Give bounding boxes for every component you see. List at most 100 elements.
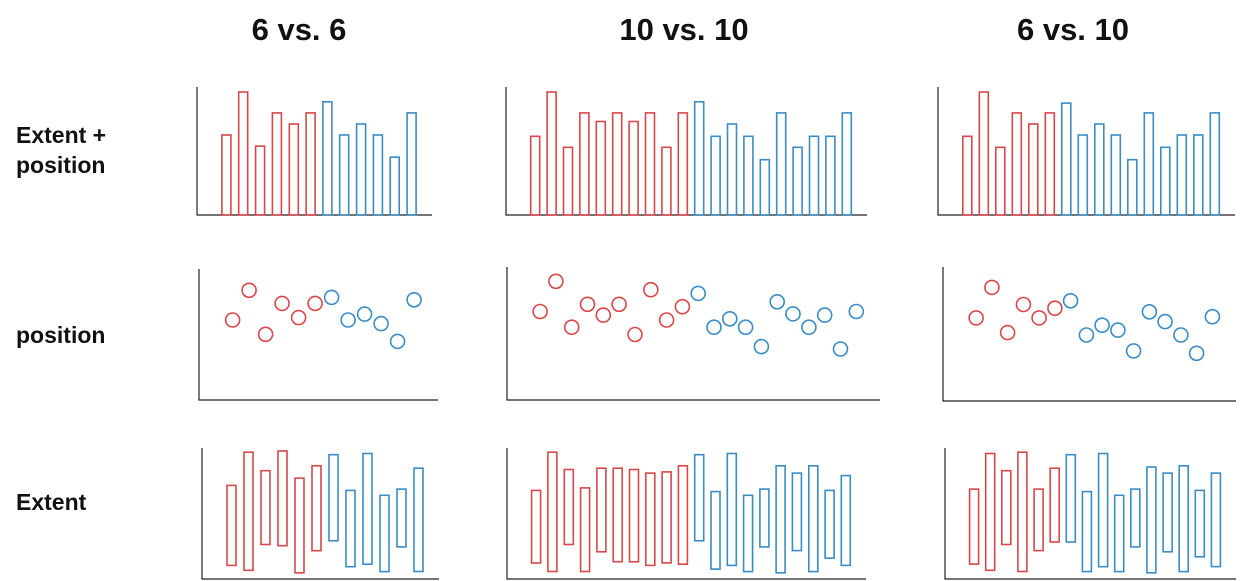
axis-line <box>506 448 866 580</box>
axis-line <box>942 267 1236 402</box>
red-dot <box>643 281 659 298</box>
blue-bar <box>406 112 417 216</box>
red-dot <box>1047 300 1063 317</box>
row-label-extent: Extent <box>16 489 87 515</box>
red-dot <box>290 309 307 326</box>
red-dot <box>257 326 274 343</box>
blue-floating-bar <box>396 488 407 548</box>
panel-floating-6vs6 <box>201 448 439 580</box>
red-bar <box>628 120 639 216</box>
red-bar <box>961 135 973 216</box>
red-dot <box>548 273 564 290</box>
axis-line <box>201 448 439 580</box>
red-floating-bar <box>1017 451 1028 573</box>
blue-bar <box>1127 158 1138 216</box>
red-dot <box>627 326 643 343</box>
blue-bar <box>825 135 836 216</box>
blue-floating-bar <box>345 489 356 568</box>
blue-bar <box>372 134 384 216</box>
red-bar <box>677 112 689 216</box>
blue-floating-bar <box>1210 472 1222 568</box>
blue-dot <box>722 310 738 327</box>
red-floating-bar <box>612 467 623 563</box>
red-floating-bar <box>547 451 558 573</box>
blue-bar <box>759 158 771 216</box>
blue-floating-bar <box>824 489 835 559</box>
red-bar <box>595 120 607 216</box>
blue-dot <box>1094 317 1110 334</box>
red-bar <box>288 123 300 216</box>
red-floating-bar <box>1049 467 1060 543</box>
red-floating-bar <box>260 469 271 546</box>
blue-floating-bar <box>379 494 390 573</box>
blue-floating-bar <box>1194 489 1206 558</box>
red-floating-bar <box>530 489 542 564</box>
blue-floating-bar <box>362 452 373 565</box>
blue-floating-bar <box>759 488 770 548</box>
blue-floating-bar <box>807 464 819 573</box>
blue-bar <box>743 135 754 216</box>
red-bar <box>1011 112 1023 216</box>
red-bar <box>1028 123 1039 216</box>
blue-dot <box>373 315 389 332</box>
blue-floating-bar <box>328 453 339 542</box>
blue-dot <box>1078 327 1095 343</box>
red-floating-bar <box>968 488 980 565</box>
red-bar <box>1044 112 1056 216</box>
red-dot <box>611 296 627 313</box>
blue-floating-bar <box>775 464 786 574</box>
blue-dot <box>340 312 356 328</box>
blue-dot <box>785 306 801 322</box>
red-bar <box>546 91 557 216</box>
blue-bar <box>338 134 350 216</box>
red-dot <box>1015 296 1032 313</box>
blue-bar <box>693 101 705 216</box>
red-dot <box>224 312 241 328</box>
blue-floating-bar <box>726 452 738 567</box>
blue-bar <box>792 146 803 216</box>
panel-floating-10vs10 <box>506 448 866 580</box>
red-floating-bar <box>277 450 288 547</box>
red-floating-bar <box>596 467 607 553</box>
blue-dot <box>816 307 833 323</box>
red-bar <box>978 91 990 216</box>
axis-line <box>198 269 438 401</box>
red-bar <box>529 135 541 216</box>
blue-bar <box>389 156 400 216</box>
red-bar <box>611 112 623 216</box>
red-bar <box>994 146 1006 216</box>
red-floating-bar <box>226 484 237 567</box>
red-floating-bar <box>677 464 689 566</box>
red-floating-bar <box>311 464 322 552</box>
blue-dot <box>1141 303 1158 320</box>
red-dot <box>1031 310 1047 326</box>
blue-dot <box>1173 327 1189 343</box>
blue-floating-bar <box>1146 466 1157 574</box>
red-floating-bar <box>628 468 640 563</box>
blue-dot <box>1062 292 1079 309</box>
blue-bar <box>355 123 367 216</box>
blue-dot <box>1157 313 1173 330</box>
panel-bar-6vs10 <box>937 87 1235 216</box>
red-dot <box>579 296 596 313</box>
panel-bar-10vs10 <box>505 87 867 216</box>
red-dot <box>307 295 323 312</box>
blue-dot <box>1188 345 1205 362</box>
red-dot <box>999 324 1016 341</box>
red-dot <box>241 282 257 299</box>
blue-floating-bar <box>413 467 424 573</box>
blue-bar <box>1176 134 1188 216</box>
blue-dot <box>356 306 373 322</box>
blue-dot <box>1125 343 1142 359</box>
blue-bar <box>1094 123 1105 216</box>
blue-bar <box>726 123 738 216</box>
blue-bar <box>808 135 820 216</box>
red-dot <box>563 319 580 336</box>
red-bar <box>305 112 316 216</box>
blue-dot <box>1204 308 1221 325</box>
blue-bar <box>1209 112 1221 216</box>
blue-floating-bar <box>693 453 705 542</box>
blue-bar <box>1110 134 1122 216</box>
red-dot <box>274 295 290 312</box>
blue-dot <box>801 319 817 336</box>
